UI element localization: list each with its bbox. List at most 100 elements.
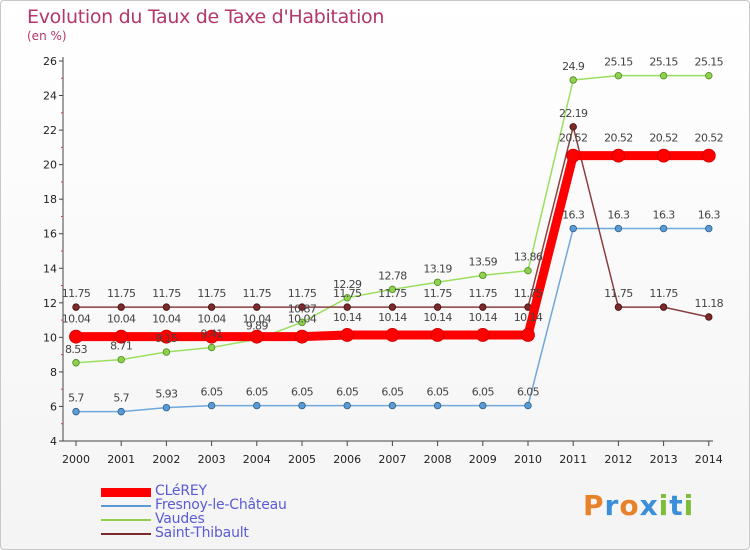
data-point — [162, 348, 171, 356]
data-point — [162, 303, 171, 311]
data-point — [611, 148, 626, 163]
data-point — [207, 401, 216, 410]
y-tick-label: 16 — [43, 228, 57, 241]
data-label: 6.05 — [381, 386, 404, 399]
y-tick-label: 24 — [43, 90, 57, 103]
data-point — [159, 329, 174, 344]
data-point — [479, 271, 487, 280]
logo-letter: i — [683, 489, 695, 522]
data-point — [701, 148, 716, 163]
x-tick-label: 2002 — [152, 453, 180, 466]
legend-swatch — [101, 505, 151, 507]
data-point — [479, 303, 487, 311]
data-label: 11.75 — [378, 287, 407, 300]
data-label: 10.14 — [333, 311, 362, 324]
y-tick-label: 10 — [43, 331, 57, 344]
chart-subtitle: (en %) — [27, 29, 67, 43]
data-point — [162, 403, 171, 412]
y-tick-label: 18 — [43, 193, 57, 206]
data-point — [253, 303, 261, 311]
data-point — [659, 224, 668, 233]
data-point — [569, 224, 577, 233]
legend-swatch — [101, 519, 151, 521]
data-label: 16.3 — [698, 209, 721, 222]
data-label: 13.59 — [469, 255, 498, 268]
data-label: 10.14 — [514, 311, 543, 324]
data-point — [705, 313, 713, 321]
data-label: 11.18 — [695, 297, 724, 310]
data-label: 9.89 — [246, 319, 269, 332]
y-tick-label: 4 — [50, 435, 57, 448]
data-point — [566, 148, 581, 163]
data-point — [298, 318, 306, 327]
data-label: 9.15 — [155, 332, 178, 345]
data-point — [114, 329, 129, 344]
x-tick-label: 2001 — [107, 453, 135, 466]
logo-letter: x — [639, 489, 659, 522]
x-tick-label: 2004 — [243, 453, 271, 466]
data-label: 13.19 — [423, 262, 452, 275]
data-label: 11.75 — [107, 287, 136, 300]
x-tick-label: 2007 — [378, 453, 406, 466]
data-label: 6.05 — [427, 386, 450, 399]
data-label: 12.78 — [378, 269, 407, 282]
legend-label: CLéREY — [155, 483, 207, 499]
data-label: 9.41 — [201, 328, 223, 341]
legend-swatch — [101, 533, 151, 535]
data-point — [388, 285, 397, 294]
legend-label: Fresnoy-le-Château — [155, 497, 287, 513]
logo-letter: o — [619, 489, 640, 522]
y-tick-label: 20 — [43, 159, 57, 172]
data-point — [69, 329, 83, 344]
data-point — [340, 328, 355, 342]
legend-label: Saint-Thibault — [155, 525, 249, 541]
data-point — [569, 76, 577, 84]
x-tick-label: 2005 — [288, 453, 316, 466]
y-tick-label: 12 — [43, 297, 57, 310]
data-point — [298, 401, 306, 410]
data-point — [388, 401, 397, 410]
data-point — [343, 401, 351, 410]
data-point — [117, 355, 125, 364]
logo-letter: t — [669, 489, 684, 522]
data-label: 11.75 — [333, 287, 362, 300]
data-point — [479, 401, 487, 410]
data-point — [388, 303, 397, 311]
data-label: 12.29 — [333, 278, 362, 291]
data-label: 10.14 — [423, 311, 452, 324]
data-label: 10.14 — [378, 311, 407, 324]
data-label: 11.75 — [197, 287, 226, 300]
x-tick-label: 2012 — [604, 453, 632, 466]
data-label: 5.93 — [155, 388, 178, 401]
data-point — [524, 266, 532, 275]
data-point — [343, 303, 351, 311]
x-tick-label: 2003 — [198, 453, 226, 466]
data-label: 20.52 — [695, 132, 724, 145]
y-tick-label: 8 — [50, 366, 57, 379]
data-point — [659, 303, 668, 311]
y-tick-label: 22 — [43, 124, 57, 137]
data-label: 25.15 — [649, 56, 678, 69]
data-point — [204, 329, 219, 344]
y-tick-label: 14 — [43, 262, 57, 275]
x-tick-label: 2006 — [333, 453, 361, 466]
x-tick-label: 2009 — [469, 453, 497, 466]
data-label: 11.75 — [469, 287, 498, 300]
data-point — [72, 359, 80, 367]
data-label: 11.75 — [423, 287, 452, 300]
x-tick-label: 2013 — [650, 453, 678, 466]
data-label: 11.75 — [604, 287, 633, 300]
data-label: 10.04 — [62, 313, 91, 326]
data-point — [72, 407, 80, 416]
data-label: 20.52 — [649, 132, 678, 145]
data-point — [656, 148, 671, 163]
x-tick-label: 2010 — [514, 453, 542, 466]
data-label: 6.05 — [336, 386, 359, 399]
data-point — [475, 328, 490, 342]
data-label: 11.75 — [288, 287, 317, 300]
data-label: 20.52 — [559, 132, 588, 145]
data-point — [295, 329, 309, 344]
x-tick-label: 2000 — [62, 453, 90, 466]
data-point — [433, 401, 442, 410]
